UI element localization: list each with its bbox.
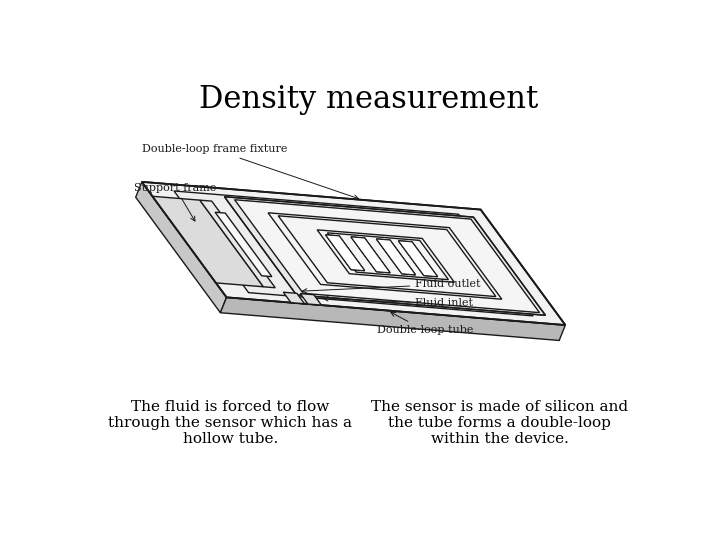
Polygon shape [225, 197, 546, 315]
Polygon shape [351, 237, 390, 273]
Text: Double-loop tube: Double-loop tube [377, 312, 473, 335]
Polygon shape [153, 196, 264, 287]
Polygon shape [268, 213, 502, 299]
Polygon shape [325, 235, 364, 271]
Text: Support frame: Support frame [134, 183, 217, 221]
Polygon shape [377, 239, 415, 275]
Text: Fluid inlet: Fluid inlet [323, 296, 473, 308]
Polygon shape [283, 292, 305, 303]
Polygon shape [351, 237, 390, 273]
Polygon shape [325, 235, 364, 271]
Polygon shape [398, 241, 438, 276]
Text: The sensor is made of silicon and
the tube forms a double-loop
within the device: The sensor is made of silicon and the tu… [372, 400, 629, 446]
Text: Fluid outlet: Fluid outlet [302, 279, 481, 293]
Text: The fluid is forced to flow
through the sensor which has a
hollow tube.: The fluid is forced to flow through the … [109, 400, 352, 446]
Polygon shape [300, 294, 321, 305]
Polygon shape [318, 230, 454, 282]
Polygon shape [200, 200, 275, 288]
Polygon shape [142, 182, 565, 325]
Polygon shape [377, 239, 415, 275]
Polygon shape [328, 233, 449, 280]
Polygon shape [220, 298, 565, 340]
Polygon shape [215, 212, 272, 276]
Polygon shape [235, 200, 539, 313]
Text: Double-loop frame fixture: Double-loop frame fixture [142, 145, 359, 199]
Polygon shape [398, 241, 438, 276]
Polygon shape [174, 191, 534, 316]
Text: Density measurement: Density measurement [199, 84, 539, 115]
Polygon shape [278, 216, 496, 296]
Polygon shape [135, 182, 227, 313]
